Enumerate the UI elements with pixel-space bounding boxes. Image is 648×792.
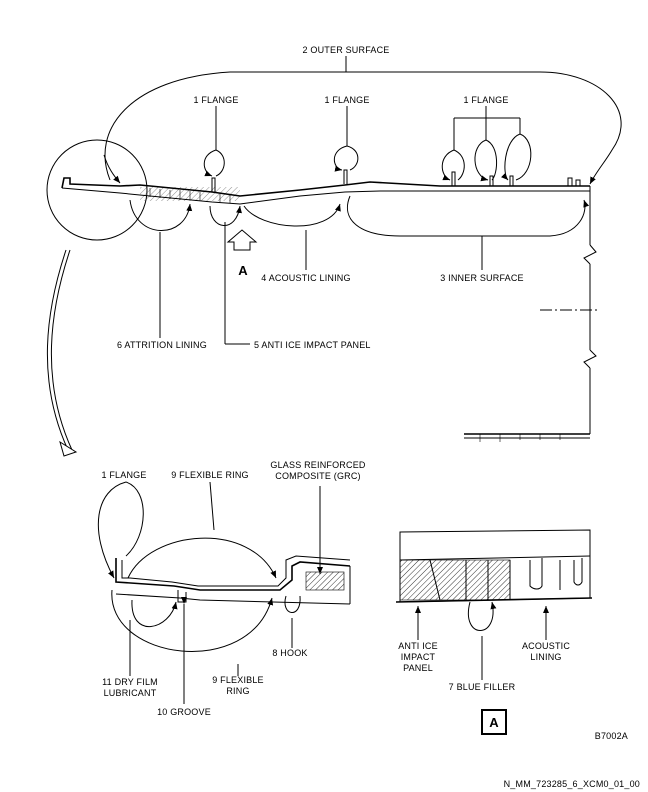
label-inner-surface: 3 INNER SURFACE: [440, 273, 524, 283]
flange-3a-shape: [451, 171, 456, 186]
flange-3b-shape: [489, 175, 494, 186]
label-flange-1: 1 FLANGE: [193, 95, 238, 105]
file-reference: N_MM_723285_6_XCM0_01_00: [504, 779, 640, 789]
label-detail-flange: 1 FLANGE: [101, 470, 146, 480]
label-flange-3: 1 FLANGE: [463, 95, 508, 105]
flange-2-shape: [343, 169, 348, 184]
label-grc-line2: COMPOSITE (GRC): [275, 471, 361, 481]
label-view-acoustic-2: LINING: [530, 652, 561, 662]
label-flexible-ring-bottom-2: RING: [226, 686, 249, 696]
label-view-acoustic-1: ACOUSTIC: [522, 641, 570, 651]
top-section-view: [46, 56, 622, 457]
label-flexible-ring-bottom-1: 9 FLEXIBLE: [212, 675, 264, 685]
groove-shape: [177, 590, 187, 603]
anti-ice-panel-hatch: [399, 559, 511, 601]
label-groove: 10 GROOVE: [157, 707, 211, 717]
label-outer-surface: 2 OUTER SURFACE: [302, 45, 389, 55]
right-edge-breaks: [464, 186, 598, 442]
flange-3c-shape: [509, 175, 514, 186]
view-a-arrow-icon: [226, 229, 258, 251]
panel-core-cells: [140, 187, 240, 203]
label-hook: 8 HOOK: [272, 648, 307, 658]
label-view-anti-ice-1: ANTI ICE: [398, 641, 438, 651]
label-view-anti-ice-3: PANEL: [403, 663, 433, 673]
detail-ring-profile: [115, 558, 351, 591]
label-dry-film-1: 11 DRY FILM: [102, 677, 158, 687]
detail-circle: [46, 139, 148, 241]
label-view-anti-ice-2: IMPACT: [401, 652, 436, 662]
label-acoustic-lining: 4 ACOUSTIC LINING: [261, 273, 350, 283]
label-view-box-letter: A: [489, 715, 499, 730]
label-blue-filler: 7 BLUE FILLER: [449, 682, 516, 692]
view-a-section: [395, 529, 593, 735]
label-attrition-lining: 6 ATTRITION LINING: [117, 340, 207, 350]
label-flange-2: 1 FLANGE: [324, 95, 369, 105]
detail-callout-arrow: [50, 249, 73, 451]
label-view-a-arrow: A: [238, 263, 248, 278]
label-flexible-ring-top: 9 FLEXIBLE RING: [171, 470, 249, 480]
figure-code: B7002A: [595, 731, 628, 741]
label-grc-line1: GLASS REINFORCED: [270, 460, 366, 470]
panel-inner-skin: [61, 187, 590, 205]
label-anti-ice-impact-panel: 5 ANTI ICE IMPACT PANEL: [254, 340, 371, 350]
flange-1-shape: [211, 177, 216, 192]
flange-detail-view: [97, 481, 351, 704]
grc-section: [305, 571, 345, 591]
outer-surface-leader: [104, 71, 622, 185]
view-a-box: [481, 709, 507, 735]
label-dry-film-2: LUBRICANT: [104, 688, 157, 698]
